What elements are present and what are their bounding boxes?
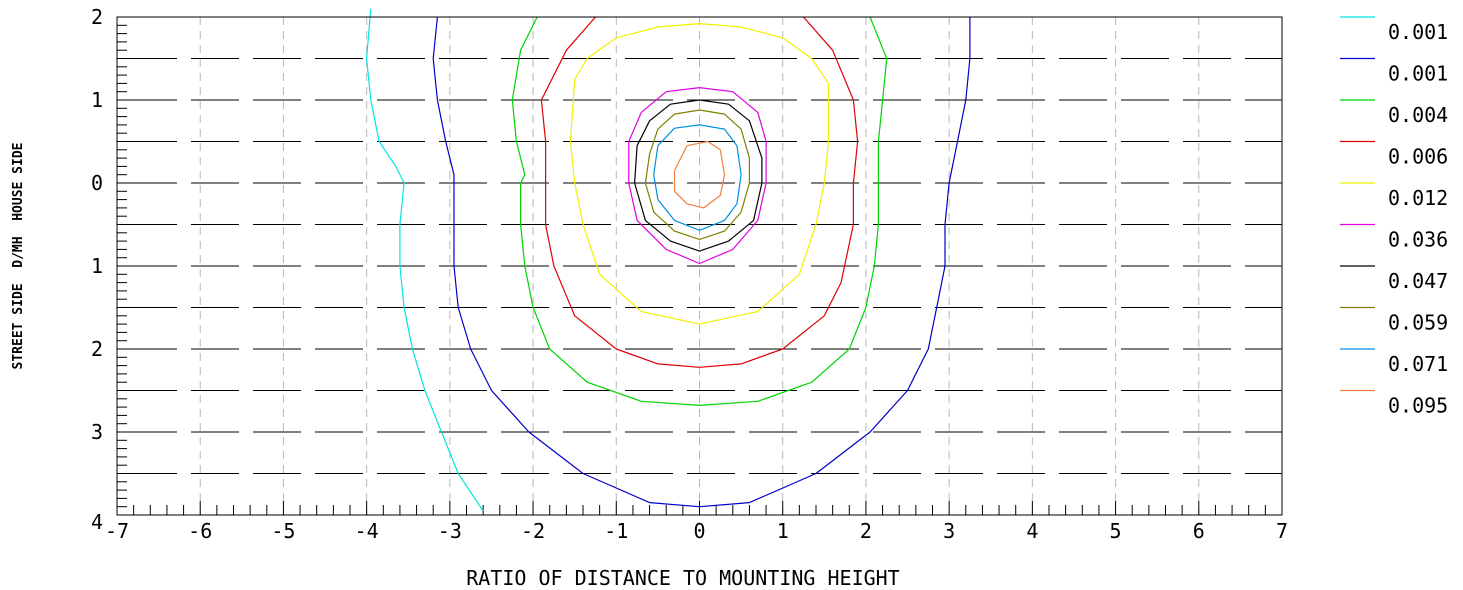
contour-line: [653, 124, 742, 231]
gridlines: [129, 17, 1282, 515]
y-tick-label: 1: [91, 254, 103, 278]
legend-label: 0.004: [1388, 103, 1448, 127]
x-tick-label: -4: [355, 519, 379, 543]
contour-line: [540, 16, 859, 368]
y-tick-label: 2: [91, 5, 103, 29]
y-tick-label: 4: [91, 510, 103, 534]
y-tick-labels: 2 1 0 1 2 3 4: [91, 5, 103, 534]
plot-frame: [116, 16, 1283, 516]
y-tick-label: 0: [91, 171, 103, 195]
x-tick-label: -2: [521, 519, 545, 543]
legend-label: 0.036: [1388, 228, 1448, 252]
legend-label: 0.095: [1388, 394, 1448, 418]
legend-label: 0.059: [1388, 311, 1448, 335]
legend-label: 0.012: [1388, 186, 1448, 210]
x-tick-label: -7: [105, 519, 129, 543]
contour-line: [628, 86, 767, 265]
legend-label: 0.001: [1388, 62, 1448, 86]
contour-line: [511, 16, 888, 406]
legend-label: 0.047: [1388, 269, 1448, 293]
y-tick-label: 3: [91, 420, 103, 444]
x-tick-label: 3: [943, 519, 955, 543]
x-tick-label: -1: [604, 519, 628, 543]
contour-line: [569, 23, 830, 325]
legend-label: 0.001: [1388, 20, 1448, 44]
x-tick-label: 4: [1026, 519, 1038, 543]
x-tick-label: 7: [1276, 519, 1288, 543]
legend-label: 0.006: [1388, 145, 1448, 169]
y-tick-label: 2: [91, 337, 103, 361]
contour-line: [673, 140, 726, 209]
x-tick-label: 5: [1110, 519, 1122, 543]
contour-line: [366, 8, 484, 512]
contour-line: [633, 99, 763, 252]
x-tick-label: 1: [777, 519, 789, 543]
contour-line: [432, 16, 971, 508]
x-axis-label: RATIO OF DISTANCE TO MOUNTING HEIGHT: [466, 566, 899, 590]
x-tick-label: 0: [693, 519, 705, 543]
x-tick-label: -3: [438, 519, 462, 543]
y-axis-label: STREET SIDE D/MH HOUSE SIDE: [11, 143, 26, 370]
x-tick-label: 2: [860, 519, 872, 543]
legend: 0.001 0.001 0.004 0.006 0.012 0.036 0.047 0.059…: [1340, 16, 1448, 418]
x-tick-label: -6: [188, 519, 212, 543]
contour-lines: [366, 8, 971, 512]
x-tick-label: -5: [271, 519, 295, 543]
y-tick-label: 1: [91, 88, 103, 112]
x-tick-label: 6: [1193, 519, 1205, 543]
x-tick-labels: -7 -6 -5 -4 -3 -2 -1 0 1 2 3 4 5 6 7: [105, 519, 1288, 543]
legend-label: 0.071: [1388, 352, 1448, 376]
contour-line: [644, 109, 751, 240]
